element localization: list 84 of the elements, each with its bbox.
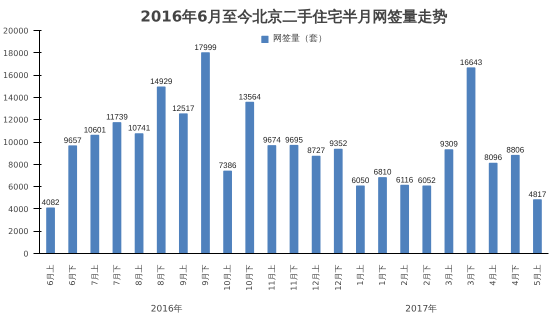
bar: [201, 52, 210, 254]
data-label: 8096: [484, 153, 503, 162]
bar: [356, 186, 365, 254]
data-label: 6116: [396, 175, 414, 184]
x-tick-label: 12月下: [334, 264, 343, 291]
data-label: 7386: [218, 161, 238, 170]
data-label: 9352: [329, 139, 348, 148]
x-tick-label: 1月下: [378, 264, 388, 286]
y-tick-label: 2000: [8, 227, 28, 236]
data-label: 6052: [418, 176, 436, 186]
bar: [156, 86, 166, 254]
text: 2017年: [405, 304, 438, 314]
y-tick-label: 20000: [3, 26, 29, 36]
y-tick-label: 14000: [3, 93, 29, 102]
bar: [400, 184, 410, 254]
x-tick-label: 5月上: [532, 264, 542, 286]
x-tick-label: 2月下: [422, 264, 432, 286]
data-label: 16643: [460, 58, 483, 67]
data-label: 9695: [285, 135, 304, 144]
x-tick-label: 4月上: [488, 264, 498, 286]
y-tick-label: 8000: [8, 160, 28, 170]
bar: [312, 156, 321, 254]
bar: [422, 186, 432, 254]
x-tick-label: 1月上: [356, 264, 365, 286]
data-label: 6810: [374, 168, 392, 177]
x-tick-label: 3月上: [444, 264, 454, 286]
data-label: 10601: [84, 125, 106, 134]
bar: [444, 149, 454, 254]
bar: [245, 102, 254, 254]
bar: [378, 177, 387, 254]
x-tick-label: 10月下: [245, 264, 254, 291]
data-label: 11739: [106, 112, 128, 122]
y-tick-label: 12000: [3, 116, 29, 125]
bar: [267, 145, 276, 254]
data-label: 4817: [528, 190, 547, 199]
data-label: 13564: [238, 92, 262, 102]
x-tick-label: 11月上: [267, 264, 276, 291]
x-tick-label: 2月上: [400, 264, 410, 286]
bar: [46, 207, 55, 254]
data-label: 10741: [128, 124, 151, 133]
x-tick-label: 8月上: [134, 264, 144, 286]
x-tick-label: 6月下: [68, 264, 78, 286]
bar: [68, 145, 78, 254]
data-label: 9657: [64, 136, 82, 145]
y-tick-label: 10000: [3, 138, 29, 147]
y-tick-label: 0: [23, 250, 29, 258]
x-tick-label: 7月上: [90, 264, 100, 286]
data-label: 14929: [150, 77, 173, 86]
x-tick-label: 10月上: [223, 264, 232, 291]
legend-label: 网签量（套）: [273, 32, 327, 45]
text: 2016年: [150, 304, 183, 314]
x-tick-label: 3月下: [466, 264, 476, 286]
data-label: 8727: [307, 146, 326, 156]
data-label: 17999: [194, 42, 218, 52]
x-tick-label: 8月下: [156, 264, 166, 286]
bar: [134, 133, 144, 254]
data-label: 8806: [506, 145, 525, 154]
bar: [488, 162, 498, 254]
x-tick-label: 12月上: [312, 264, 321, 291]
bar: [290, 144, 298, 254]
data-label: 9674: [262, 136, 282, 145]
x-tick-label: 4月下: [510, 264, 520, 286]
x-tick-label: 7月下: [112, 264, 122, 286]
bar: [533, 199, 542, 254]
bar: [466, 67, 476, 254]
data-label: 9309: [440, 140, 458, 149]
x-tick-label: 6月上: [46, 264, 56, 286]
bar: [112, 122, 122, 254]
data-label: 12517: [172, 104, 196, 113]
x-tick-label: 9月下: [200, 264, 210, 286]
bar: [223, 170, 232, 254]
y-tick-label: 16000: [3, 71, 29, 80]
y-tick-label: 6000: [8, 182, 28, 192]
bar: [90, 134, 100, 254]
x-tick-label: 9月上: [178, 264, 188, 286]
bar: [178, 113, 188, 254]
y-tick-label: 18000: [3, 48, 29, 58]
x-tick-label: 11月下: [290, 264, 298, 291]
bar: [334, 148, 343, 254]
data-label: 6050: [351, 176, 370, 186]
y-tick-label: 4000: [8, 204, 28, 214]
bar: [510, 154, 520, 254]
data-label: 4082: [42, 198, 60, 207]
chart-title: 2016年6月至今北京二手住宅半月网签量走势: [140, 8, 448, 26]
